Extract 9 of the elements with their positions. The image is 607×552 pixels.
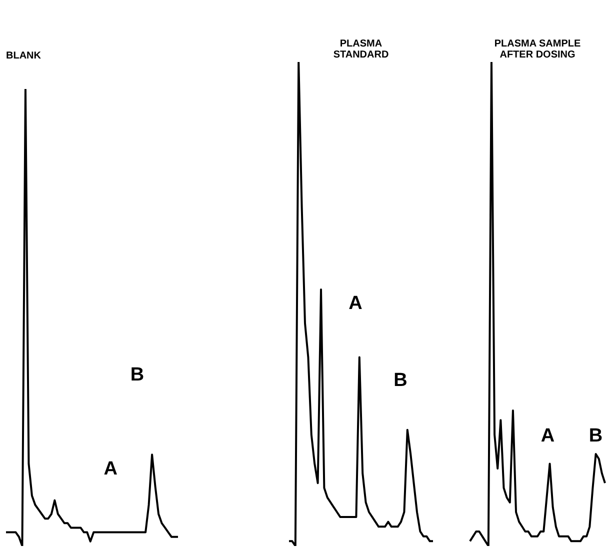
- annotation: A: [540, 425, 555, 446]
- annotation: A: [104, 458, 118, 480]
- annotation: B: [588, 425, 603, 446]
- chart-title: BLANK: [6, 50, 42, 62]
- chart-title: PLASMA SAMPLE AFTER DOSING: [494, 38, 581, 60]
- annotation: A: [348, 292, 363, 314]
- annotation: B: [394, 370, 408, 392]
- chart-title: PLASMA STANDARD: [333, 38, 389, 60]
- annotation: B: [130, 364, 144, 386]
